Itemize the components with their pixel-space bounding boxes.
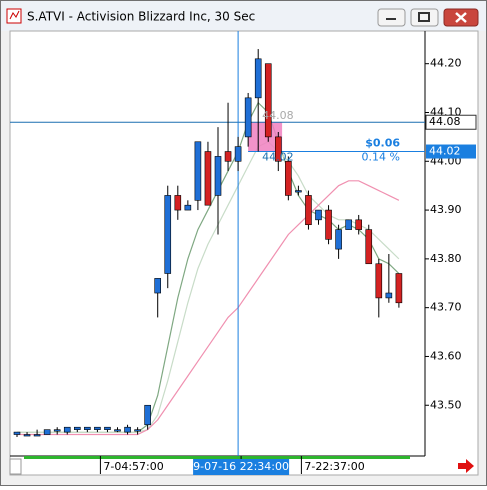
minimize-icon — [386, 18, 396, 20]
x-tick-label: 7-04:57:00 — [103, 460, 163, 473]
candle-body — [33, 434, 41, 437]
candle-body — [164, 195, 172, 274]
candle-body — [214, 156, 222, 196]
candle-body — [104, 426, 111, 430]
app-icon — [6, 8, 22, 24]
y-tick-label: 43.80 — [430, 252, 462, 265]
cursor-price-flag — [425, 114, 477, 130]
measure-price-flag — [426, 144, 476, 159]
y-tick-label: 43.70 — [430, 301, 462, 314]
candle-body — [375, 263, 383, 299]
candle-body — [254, 58, 262, 99]
candle-body — [355, 219, 363, 230]
candle-body — [395, 273, 403, 304]
moving-average-line — [17, 141, 400, 433]
candle-body — [234, 146, 242, 162]
candle-body — [325, 209, 332, 240]
candle-body — [264, 63, 272, 138]
candle-body — [365, 229, 373, 265]
candle-body — [315, 209, 322, 221]
candle-body — [23, 434, 31, 437]
candle-body — [134, 429, 141, 432]
y-tick-label: 43.90 — [430, 203, 462, 216]
measure-change: $0.06 — [365, 137, 400, 150]
measure-from-label: 44.08 — [262, 109, 294, 122]
candle-body — [63, 426, 71, 433]
measure-price-label: 44.02 — [429, 145, 461, 158]
y-tick-label: 43.50 — [430, 398, 462, 411]
scroll-right-arrow[interactable] — [458, 459, 474, 473]
candle-body — [84, 426, 91, 430]
candle-body — [335, 229, 342, 250]
moving-average-line — [17, 180, 400, 436]
app-icon-glyph — [9, 10, 20, 20]
candle-body — [194, 141, 202, 201]
scroll-handle[interactable] — [9, 458, 22, 475]
y-tick-label: 44.20 — [430, 57, 462, 70]
minimize-button[interactable] — [377, 8, 406, 27]
candle-body — [53, 429, 61, 432]
candle-body — [184, 204, 192, 211]
candle-body — [144, 404, 151, 426]
measure-to-label: 44.02 — [262, 151, 294, 164]
measure-percent: 0.14 % — [362, 151, 400, 164]
candle-body — [13, 431, 21, 435]
maximize-icon — [418, 12, 430, 22]
candle-body — [224, 151, 232, 162]
candle-body — [174, 195, 182, 211]
candle-body — [74, 426, 81, 430]
candle-body — [274, 136, 282, 162]
candle-body — [114, 429, 121, 432]
cursor-time-label: 9-07-16 22:34:00 — [193, 460, 289, 473]
chart-area — [9, 30, 479, 476]
close-icon — [455, 12, 467, 23]
maximize-button[interactable] — [410, 8, 439, 27]
window-title: S.ATVI - Activision Blizzard Inc, 30 Sec — [27, 10, 255, 24]
candle-body — [204, 151, 212, 206]
y-tick-label: 43.60 — [430, 349, 462, 362]
candle-body — [43, 429, 51, 435]
candle-body — [305, 195, 312, 226]
cursor-price-label: 44.08 — [429, 115, 461, 128]
candle-body — [345, 219, 352, 230]
cursor-time-flag — [193, 459, 290, 475]
candle-body — [154, 278, 161, 294]
candle-body — [124, 426, 131, 433]
candle-body — [94, 426, 101, 430]
x-tick-label: 7-22:37:00 — [304, 460, 364, 473]
candle-body — [285, 160, 292, 196]
candle-body — [295, 190, 302, 193]
candle-body — [244, 97, 252, 138]
candle-body — [385, 292, 393, 299]
